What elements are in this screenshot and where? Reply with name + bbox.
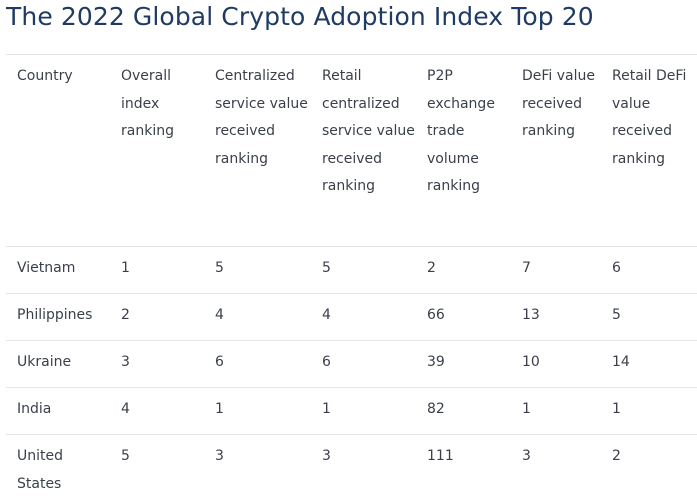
table-header-row: Country Overall index ranking Centralize… [6,55,697,247]
country-cell: Vietnam [6,247,110,294]
page-title: The 2022 Global Crypto Adoption Index To… [6,2,594,31]
country-cell: United States [6,435,110,498]
column-header-centralized-ranking: Centralized service value received ranki… [204,55,311,247]
overall-ranking-cell: 2 [110,294,204,341]
column-header-overall-ranking: Overall index ranking [110,55,204,247]
table-row: Vietnam 1 5 5 2 7 6 [6,247,697,294]
adoption-index-table: Country Overall index ranking Centralize… [6,54,697,498]
overall-ranking-cell: 5 [110,435,204,498]
defi-ranking-cell: 7 [511,247,601,294]
centralized-ranking-cell: 5 [204,247,311,294]
defi-ranking-cell: 13 [511,294,601,341]
retail-centralized-ranking-cell: 3 [311,435,416,498]
defi-ranking-cell: 1 [511,388,601,435]
retail-centralized-ranking-cell: 4 [311,294,416,341]
p2p-ranking-cell: 66 [416,294,511,341]
p2p-ranking-cell: 39 [416,341,511,388]
retail-defi-ranking-cell: 1 [601,388,697,435]
country-cell: Ukraine [6,341,110,388]
retail-centralized-ranking-cell: 5 [311,247,416,294]
centralized-ranking-cell: 4 [204,294,311,341]
p2p-ranking-cell: 2 [416,247,511,294]
column-header-retail-defi-ranking: Retail DeFi value received ranking [601,55,697,247]
retail-defi-ranking-cell: 14 [601,341,697,388]
defi-ranking-cell: 10 [511,341,601,388]
table-row: United States 5 3 3 111 3 2 [6,435,697,498]
p2p-ranking-cell: 82 [416,388,511,435]
column-header-defi-ranking: DeFi value received ranking [511,55,601,247]
retail-centralized-ranking-cell: 6 [311,341,416,388]
table-row: Ukraine 3 6 6 39 10 14 [6,341,697,388]
overall-ranking-cell: 1 [110,247,204,294]
centralized-ranking-cell: 1 [204,388,311,435]
centralized-ranking-cell: 6 [204,341,311,388]
p2p-ranking-cell: 111 [416,435,511,498]
table-row: India 4 1 1 82 1 1 [6,388,697,435]
centralized-ranking-cell: 3 [204,435,311,498]
retail-defi-ranking-cell: 6 [601,247,697,294]
overall-ranking-cell: 4 [110,388,204,435]
overall-ranking-cell: 3 [110,341,204,388]
country-cell: India [6,388,110,435]
defi-ranking-cell: 3 [511,435,601,498]
retail-centralized-ranking-cell: 1 [311,388,416,435]
column-header-retail-centralized-ranking: Retail centralized service value receive… [311,55,416,247]
retail-defi-ranking-cell: 2 [601,435,697,498]
column-header-country: Country [6,55,110,247]
country-cell: Philippines [6,294,110,341]
column-header-p2p-ranking: P2P exchange trade volume ranking [416,55,511,247]
retail-defi-ranking-cell: 5 [601,294,697,341]
table-row: Philippines 2 4 4 66 13 5 [6,294,697,341]
